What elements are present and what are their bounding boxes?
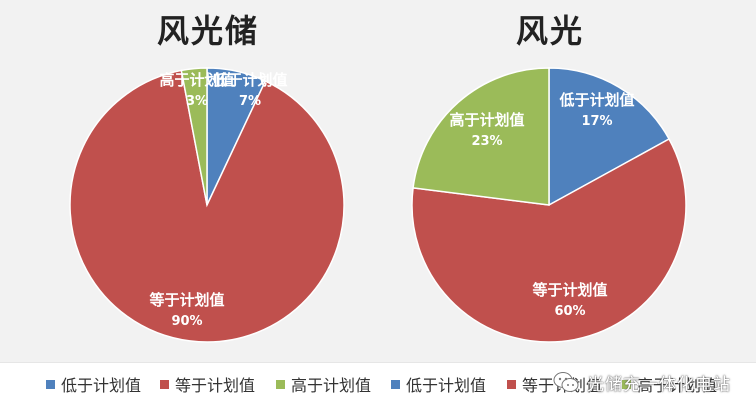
legend-label: 低于计划值 <box>61 376 142 395</box>
pie-slice <box>411 137 687 343</box>
chart-title-right: 风光 <box>515 12 584 50</box>
legend-item: 等于计划值 <box>160 373 255 395</box>
legend-item: 高于计划值 <box>276 373 371 395</box>
slice-category-label: 高于计划值 <box>449 111 524 129</box>
legend-swatch <box>391 379 400 389</box>
slice-category-label: 高于计划值 <box>159 71 234 89</box>
legend-label: 高于计划值 <box>637 376 718 395</box>
slice-value-label: 3% <box>186 94 208 109</box>
pie-slice <box>412 67 550 206</box>
slice-value-label: 17% <box>581 114 612 129</box>
slice-value-label: 23% <box>471 134 502 149</box>
legend-swatch <box>160 379 169 389</box>
slice-category-label: 等于计划值 <box>149 291 224 309</box>
pie-slice <box>69 69 345 343</box>
legend-swatch <box>276 379 285 389</box>
legend-swatch <box>46 379 55 389</box>
legend-label: 低于计划值 <box>406 376 487 395</box>
chart-title-left: 风光储 <box>156 12 259 50</box>
legend: 低于计划值 等于计划值 高于计划值 低于计划值 等于计划值 高于计划值 <box>0 362 756 406</box>
slice-category-label: 低于计划值 <box>211 71 287 89</box>
slice-value-label: 60% <box>554 304 585 319</box>
slice-category-label: 等于计划值 <box>532 281 607 299</box>
slice-value-label: 7% <box>239 94 261 109</box>
legend-label: 高于计划值 <box>291 376 372 395</box>
legend-item: 低于计划值 <box>391 373 486 395</box>
legend-swatch <box>507 379 516 389</box>
pie-slice <box>180 67 208 206</box>
legend-item: 等于计划值 <box>507 373 602 395</box>
legend-item: 高于计划值 <box>622 373 717 395</box>
legend-item: 低于计划值 <box>46 373 141 395</box>
slice-category-label: 低于计划值 <box>558 91 634 109</box>
pie-chart-1: 低于计划值 17% 等于计划值 60% 高于计划值 23% <box>411 67 687 343</box>
legend-label: 等于计划值 <box>175 376 256 395</box>
slice-value-label: 90% <box>171 314 202 329</box>
legend-swatch <box>622 379 631 389</box>
legend-label: 等于计划值 <box>522 376 603 395</box>
pie-slice <box>548 67 671 207</box>
pie-chart-0: 低于计划值 7% 等于计划值 90% 高于计划值 3% <box>69 67 345 343</box>
